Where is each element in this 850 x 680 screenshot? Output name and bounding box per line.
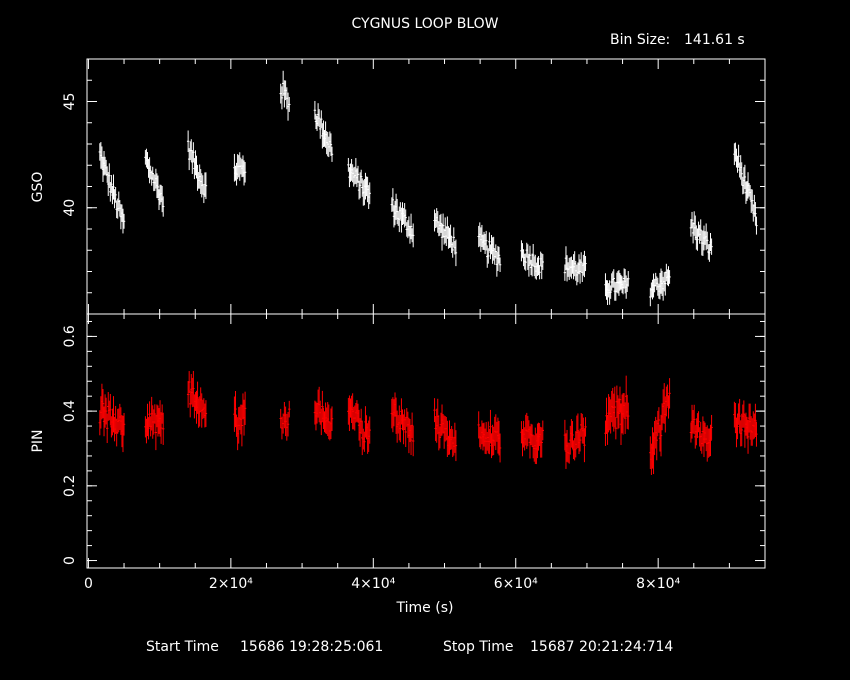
x-axis-label: Time (s) xyxy=(396,600,454,616)
bin-size-value: 141.61 s xyxy=(684,32,745,48)
axis-ticks: 40 45 0 0.2 0.4 0.6 0 2×10⁴ 4×10⁴ 6×10⁴ 8×10⁴ xyxy=(62,58,766,592)
stop-time-value: 15687 20:21:24:714 xyxy=(530,639,673,655)
pin-ytick-label: 0.2 xyxy=(62,475,78,497)
pin-ytick-label: 0.6 xyxy=(62,325,78,347)
xtick-label: 6×10⁴ xyxy=(494,576,538,592)
xtick-label: 8×10⁴ xyxy=(636,576,680,592)
gso-ylabel: GSO xyxy=(30,172,46,203)
xtick-label: 4×10⁴ xyxy=(351,576,395,592)
xtick-label: 2×10⁴ xyxy=(209,576,253,592)
chart-title: CYGNUS LOOP BLOW xyxy=(352,16,499,32)
gso-ytick-label: 45 xyxy=(62,93,78,111)
stop-time-label: Stop Time xyxy=(443,639,514,655)
pin-ytick-label: 0.4 xyxy=(62,400,78,422)
pin-ylabel: PIN xyxy=(30,429,46,452)
pin-data-series xyxy=(98,370,758,475)
pin-ytick-label: 0 xyxy=(62,556,78,565)
gso-ytick-label: 40 xyxy=(62,199,78,217)
start-time-label: Start Time xyxy=(146,639,219,655)
pin-panel-frame xyxy=(86,313,766,569)
gso-data-series xyxy=(98,70,758,307)
xtick-label: 0 xyxy=(84,576,93,592)
gso-panel-frame xyxy=(86,58,766,315)
bin-size-label: Bin Size: xyxy=(610,32,670,48)
start-time-value: 15686 19:28:25:061 xyxy=(240,639,383,655)
